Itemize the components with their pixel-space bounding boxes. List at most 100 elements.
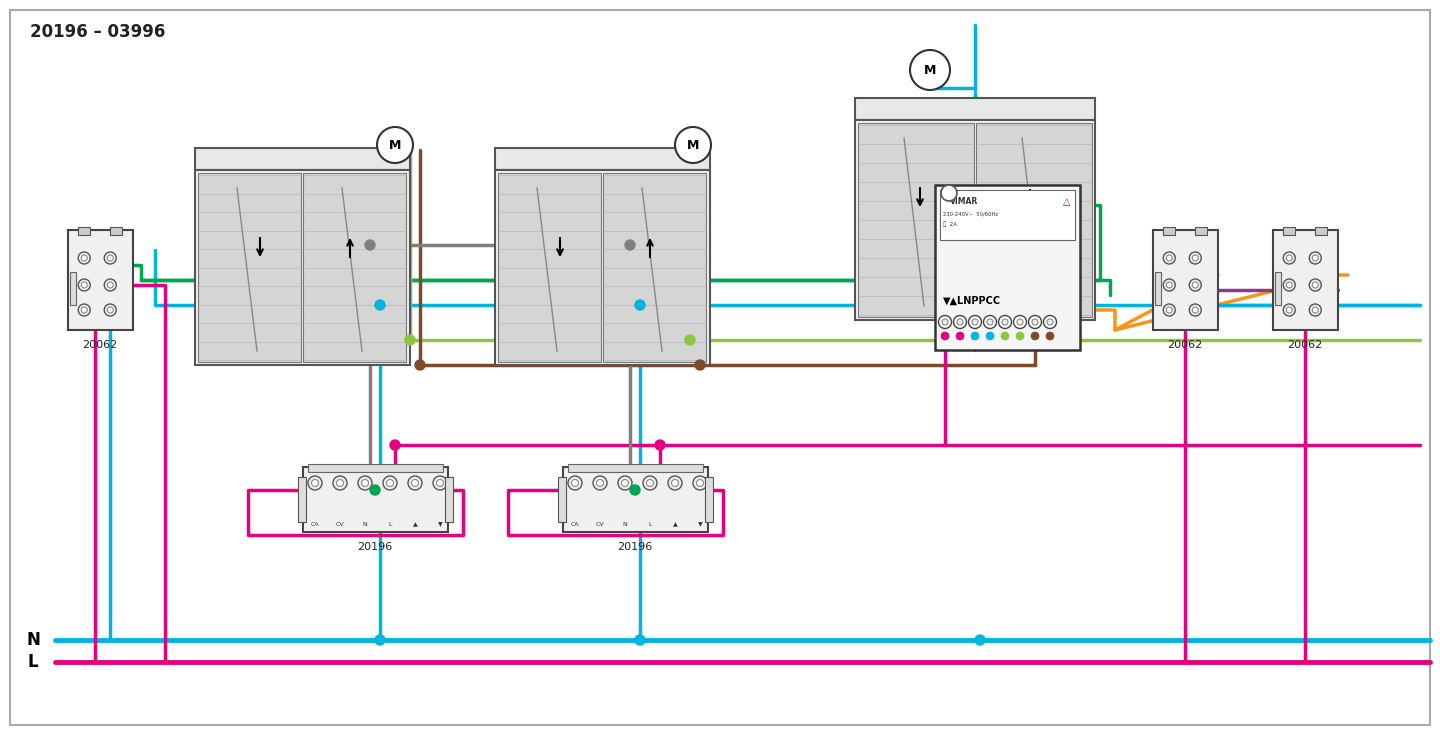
Circle shape (1309, 279, 1322, 291)
Circle shape (1312, 255, 1318, 261)
Bar (559, 477, 566, 522)
Bar (308, 464, 444, 472)
Text: 20196: 20196 (618, 542, 652, 552)
Circle shape (374, 635, 384, 645)
Circle shape (671, 479, 678, 487)
Circle shape (668, 476, 683, 490)
Circle shape (81, 282, 88, 288)
Circle shape (364, 240, 374, 250)
Circle shape (696, 360, 706, 370)
Circle shape (1189, 252, 1201, 264)
Circle shape (1028, 315, 1041, 329)
Circle shape (655, 440, 665, 450)
Circle shape (81, 255, 88, 261)
Circle shape (412, 479, 419, 487)
Bar (1273, 230, 1338, 330)
Bar (706, 477, 713, 522)
Circle shape (940, 185, 958, 201)
Circle shape (1166, 307, 1172, 313)
Circle shape (390, 440, 400, 450)
Bar (858, 123, 973, 317)
Circle shape (986, 332, 994, 340)
Bar (302, 173, 406, 362)
Circle shape (593, 476, 608, 490)
Bar (940, 190, 1076, 240)
Circle shape (984, 315, 996, 329)
Circle shape (1045, 332, 1054, 340)
Circle shape (370, 485, 380, 495)
Circle shape (1032, 319, 1038, 325)
Circle shape (939, 315, 952, 329)
Circle shape (436, 479, 444, 487)
Circle shape (1164, 252, 1175, 264)
Text: 20196 – 03996: 20196 – 03996 (30, 23, 166, 41)
Circle shape (1312, 307, 1318, 313)
Text: △: △ (1063, 197, 1070, 207)
Circle shape (1014, 315, 1027, 329)
Text: ▼▲LNPPCC: ▼▲LNPPCC (943, 296, 1001, 306)
Circle shape (333, 476, 347, 490)
Bar (298, 477, 305, 522)
Circle shape (104, 252, 117, 264)
Text: ▼: ▼ (438, 522, 442, 527)
Text: 20062: 20062 (1168, 340, 1202, 350)
Circle shape (1309, 252, 1322, 264)
Circle shape (572, 479, 579, 487)
Bar (603, 173, 706, 362)
Bar (302, 467, 448, 532)
Circle shape (986, 319, 994, 325)
Text: M: M (687, 138, 700, 151)
Bar (1153, 230, 1218, 330)
Text: 20062: 20062 (1287, 340, 1322, 350)
Text: ▲: ▲ (672, 522, 677, 527)
Circle shape (998, 315, 1011, 329)
Circle shape (377, 127, 413, 163)
Circle shape (567, 476, 582, 490)
Circle shape (81, 307, 88, 313)
Circle shape (1164, 279, 1175, 291)
Bar (78, 227, 89, 235)
Bar (495, 148, 710, 170)
Circle shape (631, 485, 639, 495)
Circle shape (1166, 282, 1172, 288)
Circle shape (408, 476, 422, 490)
Circle shape (386, 479, 393, 487)
Text: ⌚  2A: ⌚ 2A (943, 221, 958, 226)
Circle shape (104, 279, 117, 291)
Circle shape (693, 476, 707, 490)
Circle shape (635, 300, 645, 310)
Circle shape (1166, 255, 1172, 261)
Circle shape (337, 479, 344, 487)
Circle shape (975, 635, 985, 645)
Circle shape (1283, 252, 1295, 264)
Circle shape (361, 479, 369, 487)
Circle shape (647, 479, 654, 487)
Circle shape (1017, 332, 1024, 340)
Circle shape (910, 50, 950, 90)
Circle shape (618, 476, 632, 490)
Circle shape (956, 332, 963, 340)
Circle shape (1192, 307, 1198, 313)
Circle shape (104, 304, 117, 316)
Circle shape (383, 476, 397, 490)
Bar (495, 170, 710, 365)
Circle shape (1283, 279, 1295, 291)
Text: CA: CA (570, 522, 579, 527)
Circle shape (644, 476, 657, 490)
Circle shape (969, 315, 982, 329)
Circle shape (1286, 255, 1292, 261)
Bar (194, 170, 410, 365)
Circle shape (311, 479, 318, 487)
Circle shape (1164, 304, 1175, 316)
Circle shape (433, 476, 446, 490)
Text: CV: CV (596, 522, 605, 527)
Circle shape (374, 300, 384, 310)
Circle shape (1001, 332, 1009, 340)
Circle shape (78, 279, 91, 291)
Circle shape (971, 332, 979, 340)
Circle shape (415, 360, 425, 370)
Circle shape (359, 476, 372, 490)
Circle shape (697, 479, 704, 487)
Circle shape (953, 315, 966, 329)
Bar (71, 272, 76, 305)
